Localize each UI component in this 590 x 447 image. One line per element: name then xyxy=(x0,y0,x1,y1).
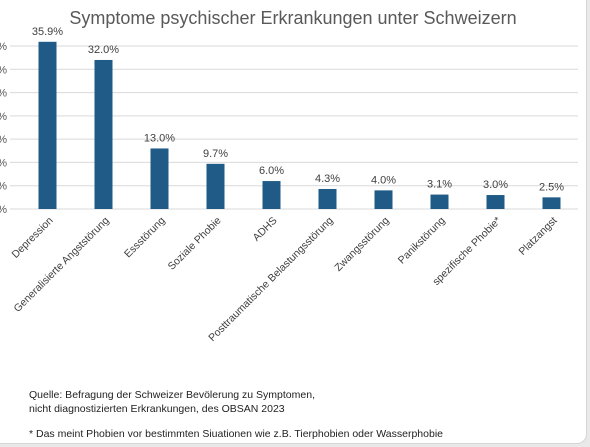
data-label: 32.0% xyxy=(88,44,119,56)
bar xyxy=(38,41,57,210)
data-label: 6.0% xyxy=(259,165,284,177)
y-tick-label: % xyxy=(0,181,7,193)
bar xyxy=(318,188,337,209)
y-tick-label: % xyxy=(0,111,7,123)
x-tick-label: Depression xyxy=(10,215,56,261)
y-tick-label: % xyxy=(0,41,7,53)
x-tick-label: Soziale Phobie xyxy=(166,215,224,273)
source-line-2: nicht diagnostizierten Erkrankungen, des… xyxy=(29,403,285,415)
x-tick-label: Posttraumatische Belastungsstörung xyxy=(206,215,336,345)
bar xyxy=(542,197,561,209)
y-tick-label: % xyxy=(0,88,7,100)
x-tick-label: Platzangst xyxy=(516,215,559,258)
y-tick-label: % xyxy=(0,204,7,216)
data-label: 2.5% xyxy=(539,181,564,193)
bar xyxy=(374,190,393,209)
x-tick-label: Zwangsstörung xyxy=(332,215,391,274)
y-tick-label: % xyxy=(0,134,7,146)
data-label: 3.0% xyxy=(483,179,508,191)
x-tick-label: Essstörung xyxy=(122,215,168,261)
y-tick-label: % xyxy=(0,64,7,76)
data-label: 3.1% xyxy=(427,179,452,191)
x-tick-label: ADHS xyxy=(250,215,279,244)
bar xyxy=(150,148,169,209)
source-line-1: Quelle: Befragung der Schweizer Bevöleru… xyxy=(29,389,315,401)
bar xyxy=(486,195,505,209)
chart-title: Symptome psychischer Erkrankungen unter … xyxy=(69,8,517,28)
data-label: 9.7% xyxy=(203,148,228,160)
bar xyxy=(94,59,113,209)
data-label: 4.0% xyxy=(371,174,396,186)
bar xyxy=(262,181,281,209)
x-tick-label: Panikstörung xyxy=(396,215,448,267)
bar xyxy=(206,163,225,209)
x-tick-label: Generalisierte Angststörung xyxy=(12,215,112,315)
data-label: 13.0% xyxy=(144,132,175,144)
bar xyxy=(430,194,449,209)
footnote: * Das meint Phobien vor bestimmten Siuat… xyxy=(29,428,443,440)
data-label: 35.9% xyxy=(32,26,63,38)
data-label: 4.3% xyxy=(315,173,340,185)
y-tick-label: % xyxy=(0,157,7,169)
